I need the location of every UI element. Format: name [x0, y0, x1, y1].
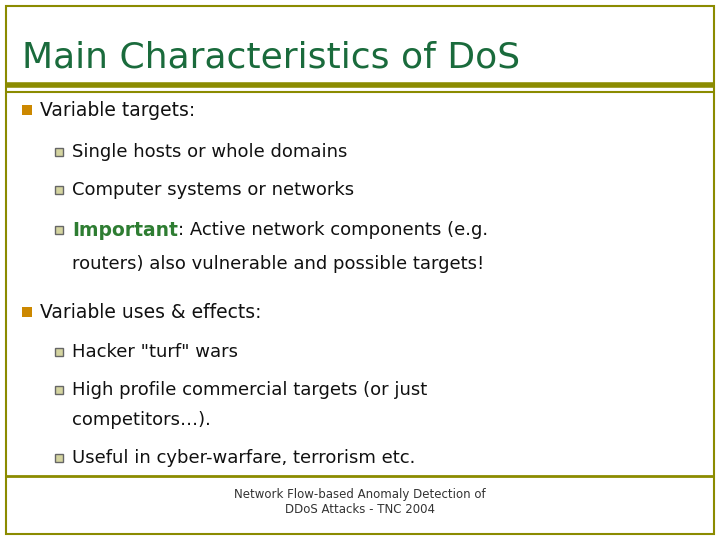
Text: Variable uses & effects:: Variable uses & effects:: [40, 302, 261, 321]
Text: routers) also vulnerable and possible targets!: routers) also vulnerable and possible ta…: [72, 255, 485, 273]
Bar: [55, 148, 63, 156]
Bar: [22, 105, 32, 115]
Bar: [22, 307, 32, 317]
Text: Hacker "turf" wars: Hacker "turf" wars: [72, 343, 238, 361]
Text: Single hosts or whole domains: Single hosts or whole domains: [72, 143, 347, 161]
Bar: [55, 186, 63, 194]
Text: : Active network components (e.g.: : Active network components (e.g.: [178, 221, 488, 239]
Text: Variable targets:: Variable targets:: [40, 100, 195, 119]
Bar: [55, 454, 63, 462]
Text: Useful in cyber-warfare, terrorism etc.: Useful in cyber-warfare, terrorism etc.: [72, 449, 415, 467]
Text: High profile commercial targets (or just: High profile commercial targets (or just: [72, 381, 427, 399]
Text: competitors…).: competitors…).: [72, 411, 211, 429]
Bar: [55, 348, 63, 356]
Text: Network Flow-based Anomaly Detection of
DDoS Attacks - TNC 2004: Network Flow-based Anomaly Detection of …: [234, 488, 486, 516]
Bar: [55, 386, 63, 394]
Text: Important: Important: [72, 220, 178, 240]
Text: Computer systems or networks: Computer systems or networks: [72, 181, 354, 199]
Bar: [55, 226, 63, 234]
Text: Main Characteristics of DoS: Main Characteristics of DoS: [22, 40, 520, 74]
